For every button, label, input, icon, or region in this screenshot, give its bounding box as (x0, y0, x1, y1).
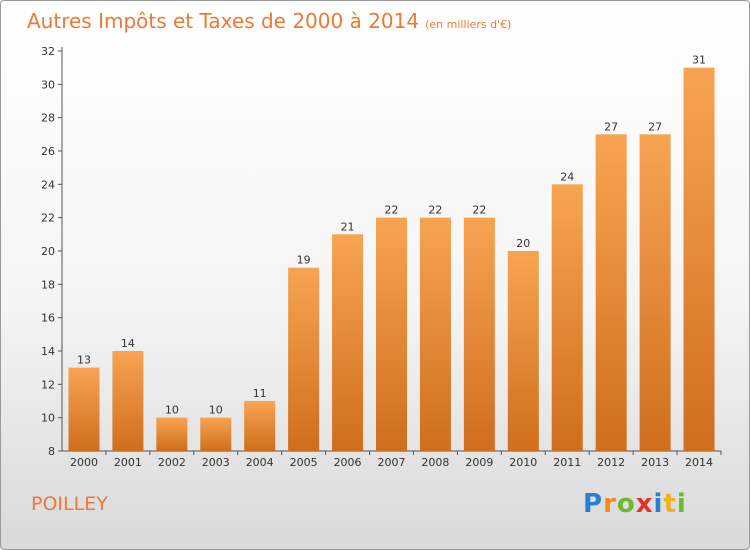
x-tick-label: 2011 (553, 456, 581, 469)
axes: 8 10 12 14 16 18 20 22 24 26 28 30 32 2000 2001 2002 200… (41, 45, 722, 469)
bar (419, 217, 451, 451)
bar (376, 217, 407, 451)
commune-name: POILLEY (31, 493, 108, 515)
y-tick-label: 10 (41, 412, 55, 425)
logo-letter: i (676, 489, 687, 519)
bar-value-label: 22 (385, 204, 399, 217)
logo-letter: x (635, 489, 654, 519)
y-tick-label: 22 (41, 212, 55, 225)
y-tick-label: 16 (41, 312, 55, 325)
bar (551, 184, 583, 452)
logo-letter: t (663, 489, 677, 519)
x-tick-label: 2005 (290, 456, 318, 469)
x-tick-label: 2010 (509, 456, 537, 469)
bar-value-label: 10 (209, 404, 223, 417)
bar (639, 134, 671, 452)
chart-title-text: Autres Impôts et Taxes de 2000 à 2014 (27, 9, 420, 33)
x-tick-label: 2012 (597, 456, 625, 469)
bar-value-label: 24 (560, 170, 574, 183)
y-tick-label: 24 (41, 178, 55, 191)
bar-value-label: 22 (428, 204, 442, 217)
y-tick-label: 30 (41, 78, 55, 91)
bars: 13 14 10 10 11 19 21 22 22 22 20 24 27 27 31 (68, 54, 715, 452)
bar (68, 367, 100, 451)
y-tick-label: 12 (41, 378, 55, 391)
bar-value-label: 22 (472, 204, 486, 217)
x-tick-label: 2003 (202, 456, 230, 469)
bar (288, 267, 320, 451)
x-tick-label: 2013 (641, 456, 669, 469)
proxiti-logo: Proxiti (583, 489, 687, 519)
y-tick-label: 14 (41, 345, 55, 358)
bar-value-label: 14 (121, 337, 135, 350)
bar (200, 417, 232, 451)
y-tick-label: 20 (41, 245, 55, 258)
bar (112, 351, 144, 451)
y-tick-label: 8 (48, 445, 55, 458)
x-tick-label: 2000 (70, 456, 98, 469)
y-tick-label: 32 (41, 45, 55, 58)
x-tick-label: 2009 (465, 456, 493, 469)
x-tick-label: 2004 (246, 456, 274, 469)
bar-value-label: 21 (341, 220, 355, 233)
y-tick-label: 28 (41, 112, 55, 125)
bar (332, 234, 364, 451)
bar-value-label: 27 (648, 120, 662, 133)
bar (463, 217, 495, 451)
chart-title: Autres Impôts et Taxes de 2000 à 2014 (en… (27, 9, 511, 33)
logo-letter: r (603, 489, 617, 519)
x-tick-label: 2008 (421, 456, 449, 469)
logo-letter: o (616, 489, 636, 519)
bar-value-label: 13 (77, 354, 91, 367)
bar-value-label: 31 (692, 54, 706, 67)
bar (595, 134, 627, 452)
logo-letter: P (583, 489, 604, 519)
y-tick-label: 26 (41, 145, 55, 158)
chart-unit: (en milliers d'€) (425, 18, 512, 31)
bar-value-label: 20 (516, 237, 530, 250)
x-tick-label: 2002 (158, 456, 186, 469)
bar (683, 67, 715, 452)
bar (156, 417, 188, 451)
x-tick-label: 2007 (378, 456, 406, 469)
bar (244, 401, 276, 451)
bar-value-label: 19 (297, 254, 311, 267)
bar-value-label: 27 (604, 120, 618, 133)
bar-value-label: 10 (165, 404, 179, 417)
logo-letter: i (653, 489, 664, 519)
x-tick-label: 2001 (114, 456, 142, 469)
x-tick-label: 2014 (685, 456, 713, 469)
y-tick-label: 18 (41, 278, 55, 291)
x-tick-label: 2006 (334, 456, 362, 469)
bar-value-label: 11 (253, 387, 267, 400)
bar (507, 251, 539, 451)
